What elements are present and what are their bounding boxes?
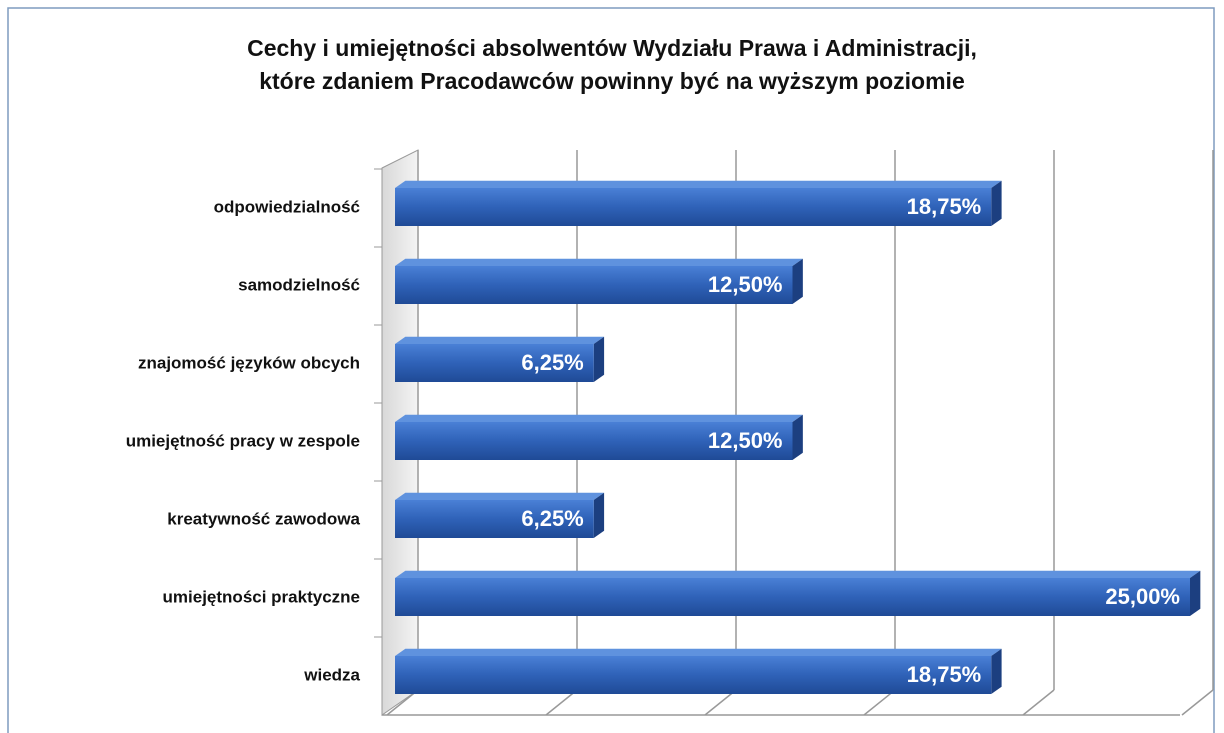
value-label: 18,75%	[907, 662, 982, 687]
bar-top	[395, 336, 605, 344]
value-label: 18,75%	[907, 194, 982, 219]
value-label: 12,50%	[708, 428, 783, 453]
bar-top	[395, 258, 803, 266]
y-tick-label: umiejętność pracy w zespole	[126, 431, 360, 450]
bar-side	[792, 414, 803, 460]
bar-side	[593, 492, 605, 538]
bar	[395, 578, 1190, 616]
floor-line	[1181, 689, 1214, 716]
value-label: 6,25%	[521, 350, 583, 375]
bar-side	[792, 258, 803, 304]
chart-title: Cechy i umiejętności absolwentów Wydział…	[247, 35, 977, 61]
bar	[395, 344, 594, 382]
value-label: 25,00%	[1105, 584, 1180, 609]
bar-side	[991, 180, 1002, 226]
bar-side	[593, 336, 605, 382]
bar-top	[395, 648, 1002, 656]
bar	[395, 500, 594, 538]
chart-subtitle: które zdaniem Pracodawców powinny być na…	[259, 68, 965, 94]
bar	[395, 656, 992, 694]
floor-line	[386, 689, 419, 716]
floor-line	[545, 689, 578, 716]
bar	[395, 188, 992, 226]
value-label: 12,50%	[708, 272, 783, 297]
bar-side	[1190, 570, 1201, 616]
y-tick-label: samodzielność	[238, 275, 360, 294]
floor-line	[1022, 689, 1055, 716]
y-tick-label: kreatywność zawodowa	[167, 509, 360, 528]
bar-side	[991, 648, 1002, 694]
floor-line	[863, 689, 896, 716]
y-tick-label: odpowiedzialność	[214, 197, 360, 216]
y-tick-label: znajomość języków obcych	[138, 353, 360, 372]
bar-top	[395, 414, 803, 422]
value-label: 6,25%	[521, 506, 583, 531]
bar-top	[395, 180, 1002, 188]
y-tick-label: umiejętności praktyczne	[163, 587, 360, 606]
floor-line	[704, 689, 737, 716]
bar	[395, 266, 793, 304]
bar	[395, 422, 793, 460]
bar-top	[395, 492, 605, 500]
bar-top	[395, 570, 1201, 578]
y-tick-label: wiedza	[303, 665, 360, 684]
